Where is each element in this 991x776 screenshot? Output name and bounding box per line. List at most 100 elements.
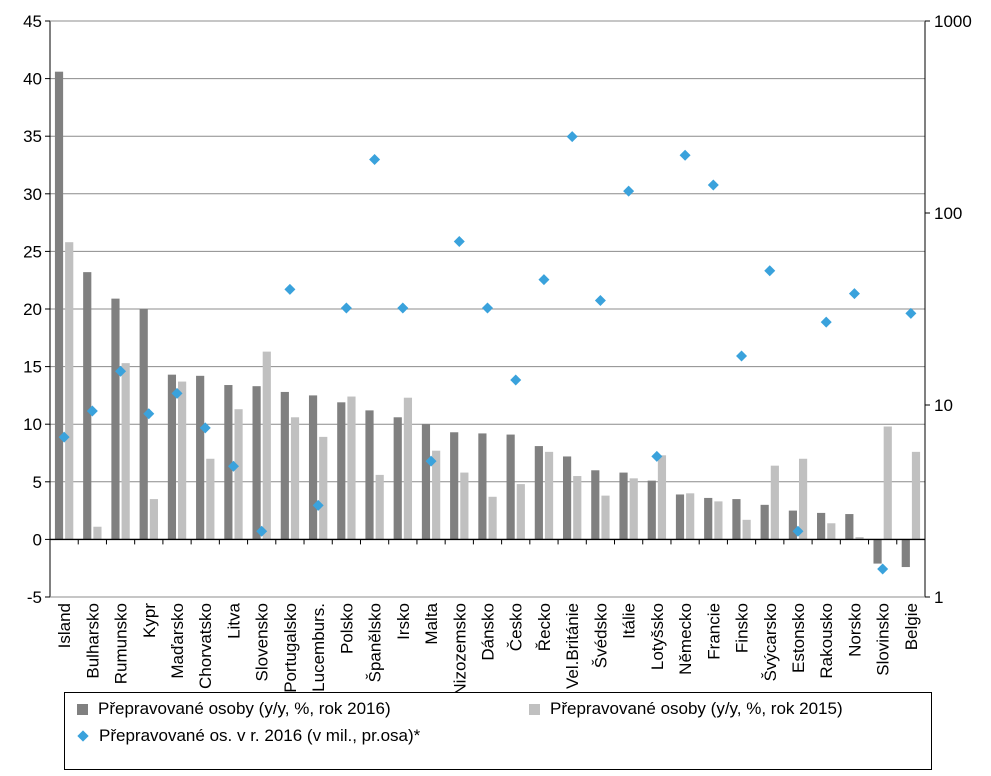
bar [534, 446, 543, 540]
marker [199, 422, 211, 434]
bar [460, 472, 469, 540]
left-axis-tick-label: 40 [23, 70, 42, 89]
bar [149, 499, 158, 540]
category-label: Česko [507, 603, 526, 651]
bar [93, 526, 102, 540]
bar [601, 495, 610, 540]
marker [115, 365, 127, 377]
marker [538, 274, 550, 286]
bar [760, 504, 769, 540]
marker [369, 153, 381, 165]
legend-label-2016: Přepravované osoby (y/y, %, rok 2016) [98, 699, 391, 718]
bar [911, 451, 921, 540]
category-label: Německo [676, 603, 695, 675]
bar [206, 458, 215, 540]
bar [506, 434, 515, 540]
left-axis-tick-label: 45 [23, 12, 42, 31]
marker [651, 450, 663, 462]
left-axis-tick-labels: -5 0 5 10 15 20 25 30 35 40 45 [23, 12, 42, 607]
bar [675, 494, 685, 540]
marker [736, 350, 748, 362]
bar [657, 455, 667, 540]
bar [319, 436, 328, 540]
marker [453, 236, 465, 248]
left-axis-tick-label: 30 [23, 185, 42, 204]
category-label: Francie [704, 603, 723, 660]
bar [167, 374, 177, 540]
category-label: Norsko [845, 603, 864, 657]
marker [905, 307, 917, 319]
legend-swatch-2016 [77, 703, 88, 715]
marker [425, 455, 437, 467]
category-label: Bulharsko [83, 603, 102, 679]
bar [883, 426, 892, 540]
bar [337, 402, 346, 540]
bar [393, 417, 402, 540]
bar [591, 470, 600, 540]
bar [403, 397, 413, 540]
bar [262, 351, 271, 540]
left-axis-tick-label: 25 [23, 242, 42, 261]
legend: Přepravované osoby (y/y, %, rok 2016) Př… [64, 692, 932, 770]
bar [573, 476, 582, 540]
category-labels: Island Bulharsko Rumunsko Kypr Maďarsko Chorv… [55, 602, 921, 695]
category-label: Kypr [140, 603, 159, 638]
category-label: Belgie [902, 603, 921, 650]
bar [845, 514, 854, 540]
bar [770, 465, 779, 540]
bar [252, 386, 261, 540]
bar [196, 375, 205, 540]
marker [707, 179, 719, 191]
bar [83, 272, 92, 540]
category-label: Vel.Británie [563, 603, 582, 689]
bar [432, 450, 441, 540]
category-label: Maďarsko [168, 603, 187, 679]
bars [54, 71, 921, 568]
markers [58, 131, 917, 575]
marker [86, 405, 98, 417]
legend-item-2016: Přepravované osoby (y/y, %, rok 2016) [77, 699, 391, 719]
category-label: Malta [422, 602, 441, 644]
axes [45, 20, 930, 598]
marker [227, 460, 239, 472]
left-axis-tick-label: 5 [33, 473, 42, 492]
category-label: Chorvatsko [196, 603, 215, 689]
category-label: Dánsko [479, 603, 498, 661]
right-axis-tick-label: 10 [934, 396, 953, 415]
category-label: Lotyšsko [648, 603, 667, 670]
bar [478, 433, 487, 540]
marker [482, 302, 493, 314]
category-label: Rumunsko [112, 603, 131, 684]
bar [224, 385, 233, 540]
legend-label-2015: Přepravované osoby (y/y, %, rok 2015) [550, 699, 843, 718]
category-label: Švýcarsko [761, 603, 780, 681]
bar [54, 71, 64, 540]
bar [714, 501, 723, 540]
bar [686, 493, 695, 540]
bar [111, 298, 120, 540]
category-label: Švédsko [591, 603, 610, 668]
marker [256, 525, 268, 537]
category-label: Slovensko [253, 603, 272, 681]
bar [375, 474, 384, 540]
right-axis-tick-label: 100 [934, 204, 962, 223]
marker [764, 265, 776, 277]
bar [121, 363, 130, 540]
bar [544, 451, 554, 540]
bar [788, 510, 797, 540]
right-axis-tick-label: 1 [934, 588, 943, 607]
marker [171, 387, 183, 399]
category-label: Irsko [394, 603, 413, 640]
bar [65, 242, 74, 540]
category-label: Estonsko [789, 603, 808, 673]
marker [594, 295, 606, 307]
bar [901, 539, 910, 568]
bar [308, 395, 318, 540]
bar [827, 523, 836, 540]
left-axis-tick-label: 10 [23, 415, 42, 434]
bar [647, 480, 656, 540]
marker [510, 374, 522, 386]
category-label: Slovinsko [874, 603, 893, 676]
bar [629, 478, 638, 540]
legend-diamond-icon [77, 730, 89, 742]
